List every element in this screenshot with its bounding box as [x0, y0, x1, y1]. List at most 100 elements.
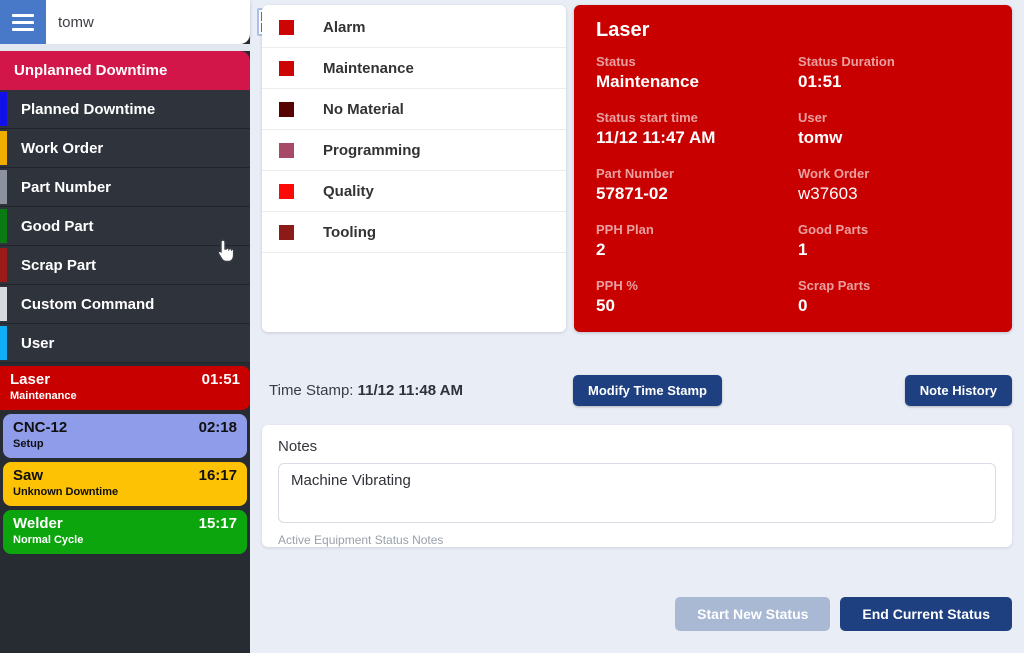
accent-bar — [0, 326, 7, 360]
field-label: Work Order — [798, 166, 870, 181]
field-value: 0 — [798, 296, 808, 315]
field-work-order: Work Order w37603 — [798, 166, 990, 204]
timestamp-value: 11/12 11:48 AM — [357, 381, 463, 399]
sidebar-header — [0, 0, 285, 44]
status-reason-list: Alarm Maintenance No Material Programmin… — [262, 5, 566, 332]
reason-color-swatch — [279, 60, 294, 76]
timestamp-display: Time Stamp: 11/12 11:48 AM — [262, 382, 573, 399]
machine-card-saw[interactable]: Saw 16:17 Unknown Downtime — [3, 462, 247, 506]
sidebar-item-unplanned-downtime[interactable]: Unplanned Downtime — [0, 51, 250, 90]
sidebar-item-label: User — [21, 334, 55, 352]
field-status: Status Maintenance — [596, 54, 788, 92]
accent-bar — [0, 92, 7, 126]
field-value: 50 — [596, 296, 615, 315]
machine-name: Welder — [13, 515, 63, 532]
field-part-number: Part Number 57871-02 — [596, 166, 788, 204]
username-field[interactable] — [46, 13, 257, 31]
field-value: tomw — [798, 128, 843, 147]
machine-timer: 15:17 — [198, 515, 237, 532]
reason-color-swatch — [279, 224, 294, 240]
field-label: Status — [596, 54, 636, 69]
field-label: PPH % — [596, 278, 638, 293]
field-value: Maintenance — [596, 72, 699, 91]
field-value: w37603 — [798, 184, 858, 203]
accent-bar — [0, 170, 7, 204]
notes-input[interactable]: Machine Vibrating — [278, 463, 996, 523]
field-value: 2 — [596, 240, 606, 259]
field-status-start-time: Status start time 11/12 11:47 AM — [596, 110, 788, 148]
sidebar-item-custom-command[interactable]: Custom Command — [0, 285, 250, 324]
sidebar-item-work-order[interactable]: Work Order — [0, 129, 250, 168]
sidebar-item-user[interactable]: User — [0, 324, 250, 363]
reason-label: Programming — [323, 141, 421, 159]
reason-label: Quality — [323, 182, 374, 200]
sidebar-item-good-part[interactable]: Good Part — [0, 207, 250, 246]
notes-helper-text: Active Equipment Status Notes — [278, 533, 444, 547]
notes-title: Notes — [278, 438, 318, 455]
modify-timestamp-button[interactable]: Modify Time Stamp — [573, 374, 722, 406]
reason-row-alarm[interactable]: Alarm — [262, 7, 566, 48]
accent-bar — [0, 287, 7, 321]
field-user: User tomw — [798, 110, 990, 148]
reason-color-swatch — [279, 142, 294, 158]
hamburger-menu-icon[interactable] — [0, 0, 46, 44]
sidebar-item-label: Part Number — [21, 178, 112, 196]
reason-color-swatch — [279, 19, 294, 35]
reason-row-maintenance[interactable]: Maintenance — [262, 48, 566, 89]
machine-status: Maintenance — [10, 390, 77, 402]
reason-row-no-material[interactable]: No Material — [262, 89, 566, 130]
accent-bar — [0, 209, 7, 243]
end-current-status-button[interactable]: End Current Status — [840, 597, 1012, 631]
reason-color-swatch — [279, 101, 294, 117]
field-label: PPH Plan — [596, 222, 654, 237]
field-pph-percent: PPH % 50 — [596, 278, 788, 316]
machine-status: Unknown Downtime — [13, 486, 119, 498]
sidebar-item-scrap-part[interactable]: Scrap Part — [0, 246, 250, 285]
machine-timer: 16:17 — [198, 467, 237, 484]
machine-status: Normal Cycle — [13, 534, 84, 546]
accent-bar — [0, 248, 7, 282]
reason-label: Maintenance — [323, 59, 414, 77]
machine-name: Saw — [13, 467, 44, 484]
sidebar-item-label: Custom Command — [21, 295, 155, 313]
machine-status: Setup — [13, 438, 44, 450]
field-good-parts: Good Parts 1 — [798, 222, 990, 260]
timestamp-label: Time Stamp: — [269, 381, 354, 399]
main-content: Alarm Maintenance No Material Programmin… — [250, 0, 1024, 653]
sidebar-item-label: Work Order — [21, 139, 104, 157]
field-value: 01:51 — [798, 72, 842, 91]
machine-name: Laser — [10, 371, 51, 388]
field-label: Good Parts — [798, 222, 869, 237]
reason-label: No Material — [323, 100, 404, 118]
reason-row-tooling[interactable]: Tooling — [262, 212, 566, 253]
reason-label: Tooling — [323, 223, 377, 241]
field-value: 11/12 11:47 AM — [596, 128, 716, 147]
field-label: Part Number — [596, 166, 675, 181]
equipment-detail-panel: Laser Status Maintenance Status Duration… — [574, 5, 1012, 332]
machine-timer: 01:51 — [201, 371, 240, 388]
notes-card: Notes Machine Vibrating Active Equipment… — [262, 425, 1012, 547]
field-scrap-parts: Scrap Parts 0 — [798, 278, 990, 316]
sidebar-item-label: Scrap Part — [21, 256, 97, 274]
machine-name: CNC-12 — [13, 419, 68, 436]
machine-card-cnc-12[interactable]: CNC-12 02:18 Setup — [3, 414, 247, 458]
reason-row-programming[interactable]: Programming — [262, 130, 566, 171]
reason-color-swatch — [279, 183, 294, 199]
sidebar-item-planned-downtime[interactable]: Planned Downtime — [0, 90, 250, 129]
machine-card-welder[interactable]: Welder 15:17 Normal Cycle — [3, 510, 247, 554]
machine-card-laser[interactable]: Laser 01:51 Maintenance — [0, 366, 250, 410]
machine-timer: 02:18 — [198, 419, 237, 436]
field-label: Status Duration — [798, 54, 895, 69]
field-pph-plan: PPH Plan 2 — [596, 222, 788, 260]
field-label: Status start time — [596, 110, 698, 125]
machine-list: Laser 01:51 Maintenance CNC-12 02:18 Set… — [0, 366, 250, 558]
reason-row-quality[interactable]: Quality — [262, 171, 566, 212]
note-history-button[interactable]: Note History — [904, 374, 1012, 406]
reason-label: Alarm — [323, 18, 366, 36]
sidebar-item-part-number[interactable]: Part Number — [0, 168, 250, 207]
field-label: User — [798, 110, 827, 125]
field-status-duration: Status Duration 01:51 — [798, 54, 990, 92]
start-new-status-button[interactable]: Start New Status — [675, 597, 831, 631]
equipment-title: Laser — [596, 19, 650, 41]
field-value: 1 — [798, 240, 808, 259]
